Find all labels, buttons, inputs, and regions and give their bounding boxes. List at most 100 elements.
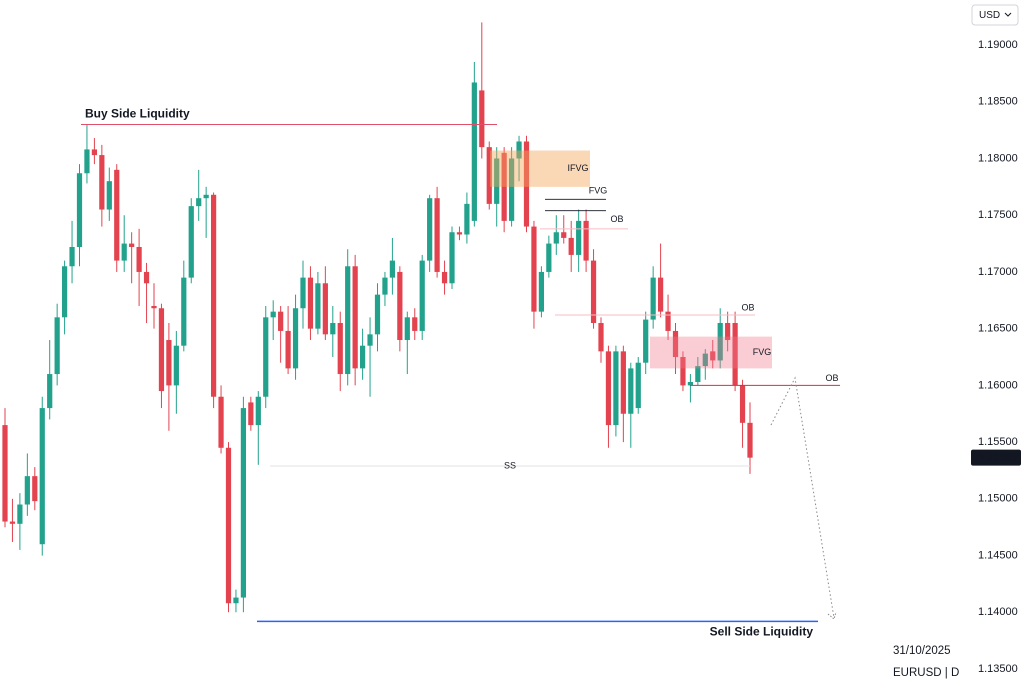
- candle-body: [590, 260, 597, 323]
- candle-body: [24, 476, 30, 505]
- last-price-tag: 1.15363: [971, 449, 1021, 466]
- y-tick-label: 1.19000: [978, 39, 1018, 51]
- candle-body: [680, 357, 686, 386]
- candle-body: [583, 220, 589, 261]
- candle-body: [233, 597, 239, 604]
- currency-label[interactable]: USD: [979, 10, 1000, 21]
- candle-body: [240, 408, 247, 598]
- candle-body: [143, 271, 150, 284]
- y-tick-label: 1.18500: [978, 96, 1018, 108]
- candle-body: [345, 266, 351, 375]
- y-tick-label: 1.15000: [978, 493, 1018, 505]
- annotation-label: FVG: [589, 186, 608, 196]
- candle-body: [620, 351, 626, 414]
- candle-body: [687, 381, 694, 386]
- candles: [2, 22, 753, 613]
- candle-body: [218, 396, 224, 448]
- zone: [490, 150, 590, 187]
- price-tag-label: 1.15363: [978, 452, 1018, 464]
- annotation-label: Sell Side Liquidity: [710, 625, 814, 639]
- candle-body: [419, 260, 425, 331]
- candle-body: [54, 317, 60, 375]
- symbol-label: EURUSD | D: [893, 667, 959, 679]
- candle-body: [166, 340, 172, 386]
- candle-body: [553, 232, 559, 244]
- candle-body: [441, 271, 448, 284]
- projection-path: [770, 376, 835, 619]
- candle-body: [717, 322, 723, 361]
- candle-body: [76, 173, 83, 247]
- annotation-label: OB: [610, 214, 623, 224]
- currency-selector[interactable]: USD: [971, 4, 1019, 26]
- candle-body: [114, 169, 120, 261]
- candle-body: [389, 260, 396, 278]
- candle-body: [285, 330, 291, 369]
- annotation-label: IFVG: [567, 163, 588, 173]
- candle-body: [479, 90, 485, 148]
- candle-body: [69, 246, 75, 267]
- candle-body: [292, 308, 299, 369]
- candle-body: [516, 141, 522, 159]
- y-tick-label: 1.16000: [978, 379, 1018, 391]
- candle-body: [412, 317, 418, 331]
- candle-body: [315, 283, 321, 329]
- y-tick-label: 1.18000: [978, 152, 1018, 164]
- candle-body: [359, 345, 366, 369]
- candle-body: [270, 311, 276, 318]
- candle-body: [546, 243, 552, 272]
- candle-body: [99, 155, 105, 210]
- candle-body: [695, 366, 701, 382]
- candle-body: [665, 311, 671, 331]
- candle-body: [643, 319, 649, 363]
- candle-body: [196, 198, 202, 207]
- y-tick-label: 1.13500: [978, 663, 1018, 675]
- candle-body: [561, 232, 567, 238]
- candle-body: [188, 206, 194, 278]
- candle-body: [84, 149, 90, 174]
- candle-body: [523, 141, 530, 227]
- candle-body: [17, 504, 23, 524]
- currency-box[interactable]: [971, 4, 1019, 26]
- candle-body: [657, 277, 664, 312]
- candle-body: [106, 181, 112, 210]
- candle-body: [576, 220, 582, 255]
- candle-body: [330, 322, 336, 335]
- y-tick-label: 1.14000: [978, 606, 1018, 618]
- candle-body: [486, 147, 492, 204]
- annotation-label: FVG: [753, 347, 772, 357]
- candle-body: [739, 385, 746, 423]
- candle-body: [456, 232, 463, 235]
- candle-body: [39, 408, 45, 545]
- candle-body: [605, 351, 612, 426]
- candle-body: [2, 425, 8, 522]
- candle-body: [374, 294, 381, 335]
- candle-body: [538, 271, 545, 312]
- candle-body: [203, 194, 209, 199]
- candle-body: [248, 402, 254, 426]
- candle-body: [449, 232, 455, 284]
- candle-body: [158, 308, 165, 392]
- chevron[interactable]: [1004, 12, 1012, 17]
- candle-body: [255, 396, 261, 426]
- candle-body: [434, 198, 440, 272]
- annotations: Buy Side Liquidity Sell Side Liquidity SS O…: [81, 107, 840, 639]
- candle-body: [427, 198, 433, 261]
- candle-body: [263, 317, 269, 397]
- zone: [650, 336, 772, 369]
- candle-body: [710, 351, 716, 361]
- y-tick-label: 1.17500: [978, 209, 1018, 221]
- candle-body: [672, 330, 679, 358]
- candle-body: [278, 311, 284, 331]
- price-tag-box: [971, 449, 1021, 466]
- candle-body: [61, 266, 68, 318]
- annotation-label: OB: [825, 373, 838, 383]
- candle-body: [181, 277, 187, 346]
- candle-body: [151, 305, 157, 309]
- candle-body: [464, 203, 470, 235]
- candle-body: [367, 334, 373, 346]
- candle-body: [307, 277, 314, 329]
- candle-body: [300, 277, 306, 309]
- candle-body: [635, 362, 641, 409]
- candle-body: [382, 277, 388, 295]
